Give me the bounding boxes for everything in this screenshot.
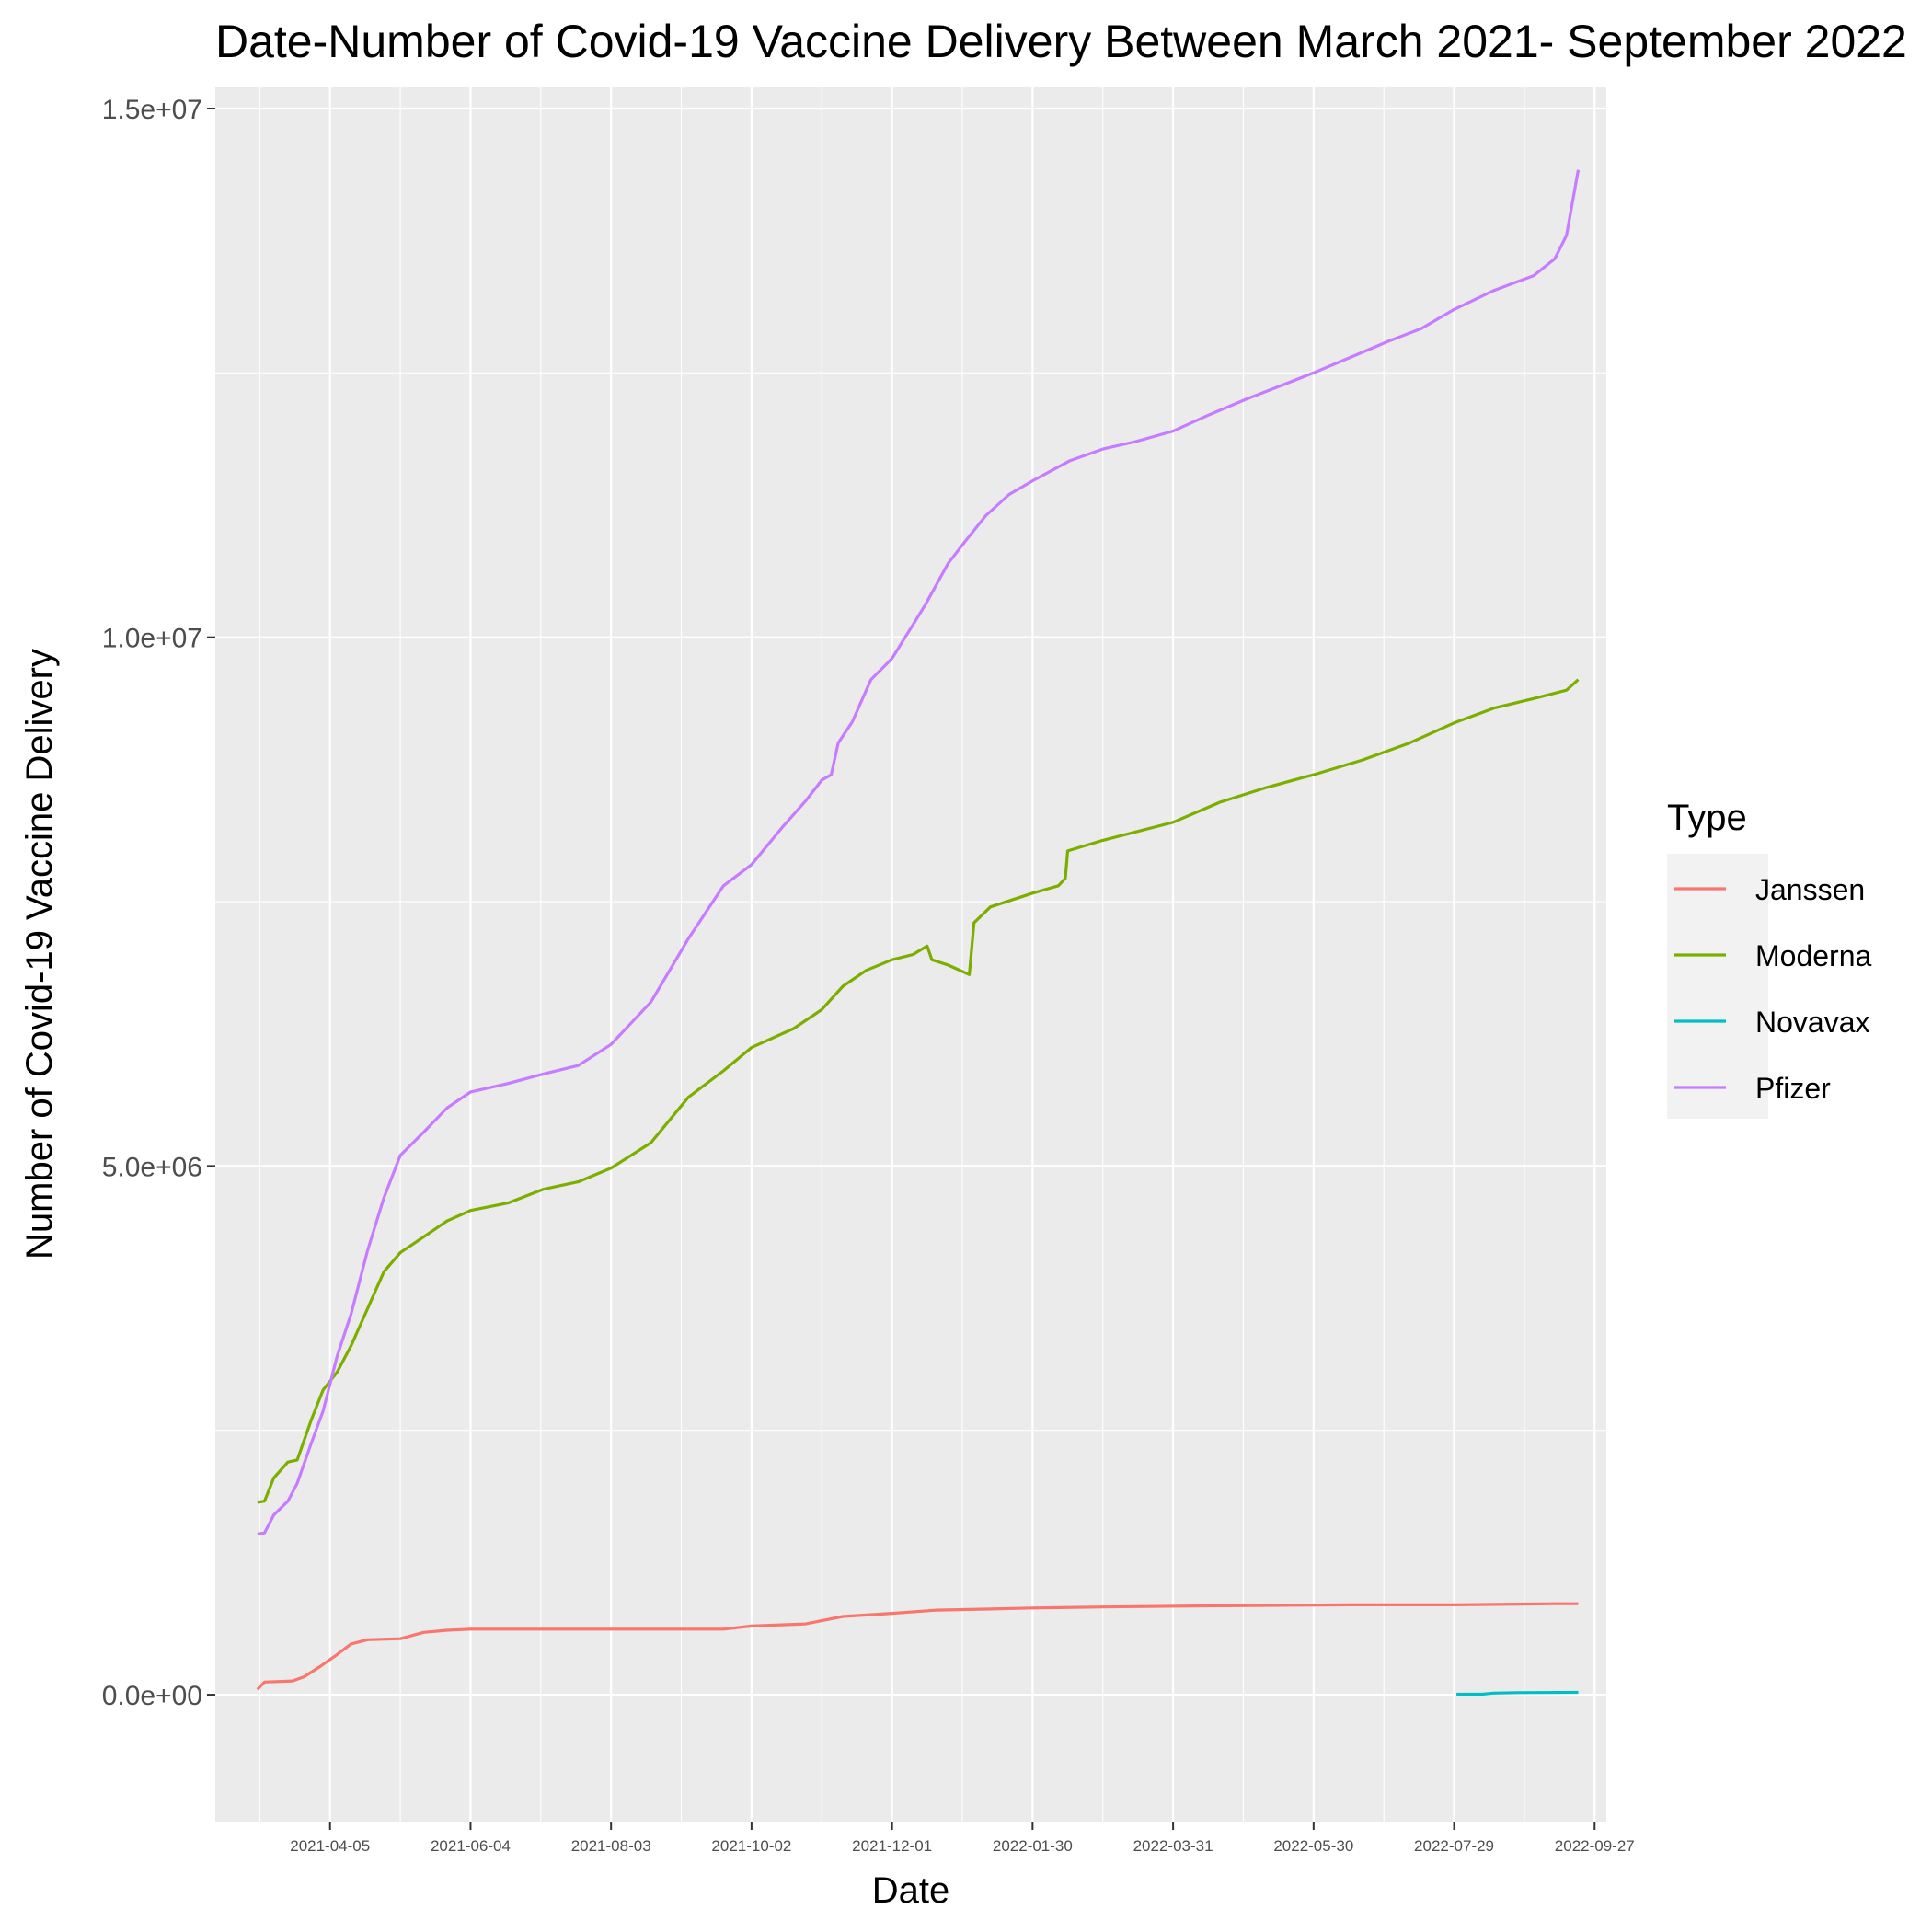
legend-key-background — [1667, 854, 1768, 1119]
chart-title: Date-Number of Covid-19 Vaccine Delivery… — [215, 16, 1907, 67]
series-line-janssen — [256, 1602, 1579, 1691]
y-tick-label: 5.0e+06 — [102, 1152, 202, 1182]
x-tick-label: 2021-08-03 — [571, 1837, 651, 1855]
x-tick-label: 2022-07-29 — [1414, 1837, 1494, 1855]
x-tick-label: 2021-06-04 — [431, 1837, 511, 1855]
legend-items: Janssen Moderna Novavax Pfizer — [1674, 873, 1872, 1105]
legend-label-janssen: Janssen — [1755, 873, 1865, 906]
series-lines — [256, 169, 1581, 1696]
series-line-pfizer — [257, 169, 1581, 1535]
series-line-moderna — [257, 678, 1580, 1504]
x-tick-label: 2021-12-01 — [852, 1837, 932, 1855]
y-tick-label: 0.0e+00 — [102, 1681, 202, 1711]
y-axis: 0.0e+00 5.0e+06 1.0e+07 1.5e+07 — [102, 95, 215, 1711]
legend-label-moderna: Moderna — [1755, 939, 1872, 972]
x-axis-title: Date — [872, 1870, 950, 1911]
legend: Type Janssen Moderna Novavax Pfizer — [1667, 798, 1872, 1119]
x-tick-label: 2022-03-31 — [1133, 1837, 1213, 1855]
x-tick-label: 2021-04-05 — [290, 1837, 370, 1855]
x-axis: 2021-04-05 2021-06-04 2021-08-03 2021-10-02… — [290, 1822, 1635, 1855]
y-tick-label: 1.0e+07 — [102, 624, 202, 654]
major-gridlines — [215, 87, 1606, 1822]
y-axis-title: Number of Covid-19 Vaccine Delivery — [19, 649, 60, 1259]
legend-label-pfizer: Pfizer — [1755, 1072, 1831, 1105]
legend-title: Type — [1667, 798, 1747, 838]
x-tick-label: 2021-10-02 — [711, 1837, 791, 1855]
legend-label-novavax: Novavax — [1755, 1006, 1870, 1039]
x-tick-label: 2022-01-30 — [993, 1837, 1073, 1855]
x-tick-label: 2022-09-27 — [1555, 1837, 1635, 1855]
x-tick-label: 2022-05-30 — [1273, 1837, 1353, 1855]
minor-gridlines — [215, 87, 1606, 1822]
series-line-novavax — [1456, 1690, 1579, 1696]
y-tick-label: 1.5e+07 — [102, 95, 202, 125]
